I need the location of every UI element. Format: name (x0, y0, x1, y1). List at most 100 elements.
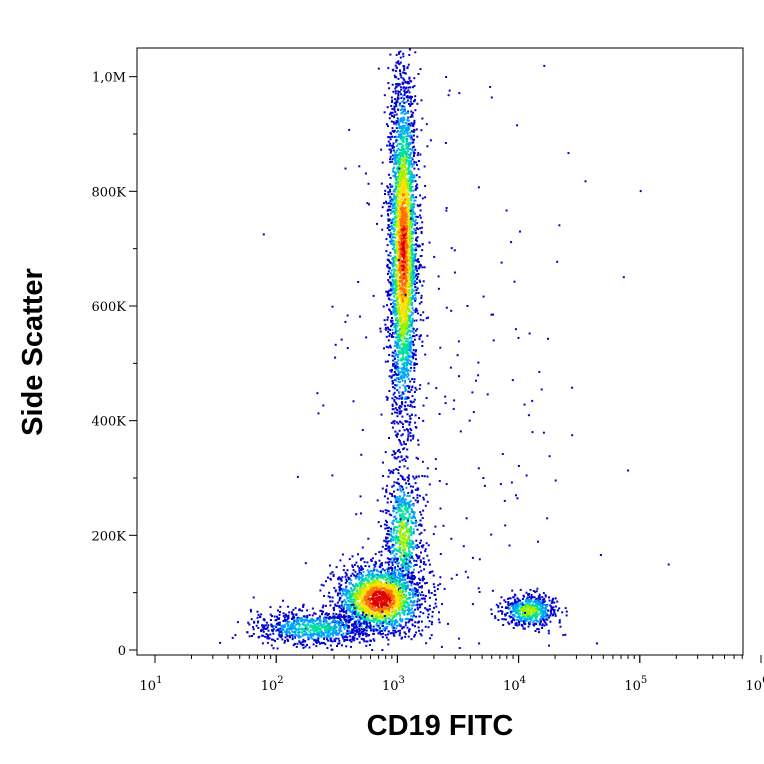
event-point (415, 349, 418, 352)
event-point (404, 248, 407, 251)
event-point (412, 206, 415, 208)
event-point (409, 169, 412, 172)
event-point (406, 448, 409, 451)
event-point (392, 374, 395, 377)
event-point (397, 376, 400, 379)
event-point (406, 210, 409, 212)
event-point (396, 211, 398, 214)
event-point (388, 298, 391, 301)
event-point (406, 315, 409, 318)
event-point (402, 578, 405, 581)
event-point (412, 295, 414, 297)
event-point (403, 310, 406, 313)
event-point (350, 611, 353, 613)
event-point (402, 126, 404, 128)
event-point (410, 508, 413, 510)
event-point (417, 261, 420, 263)
event-point (403, 241, 405, 244)
event-point (396, 289, 399, 291)
event-point (405, 509, 408, 512)
event-point (404, 228, 407, 231)
event-point (427, 626, 430, 629)
event-point (406, 337, 409, 340)
event-point (387, 328, 390, 331)
event-point (406, 283, 409, 286)
event-point (424, 600, 427, 603)
event-point (392, 539, 395, 542)
event-point (418, 599, 421, 602)
event-point (422, 594, 425, 597)
event-point (400, 108, 402, 111)
event-point (403, 113, 406, 116)
event-point (396, 225, 399, 228)
event-point (407, 110, 410, 113)
event-point (343, 599, 346, 602)
event-point (389, 158, 391, 161)
event-point (399, 183, 402, 185)
event-point (405, 95, 408, 98)
event-point (387, 279, 390, 282)
event-point (400, 421, 403, 424)
event-point (402, 537, 405, 540)
event-point (421, 221, 424, 224)
event-point (406, 152, 408, 155)
event-point (406, 202, 409, 205)
event-point (401, 534, 404, 537)
event-point (413, 160, 416, 163)
event-point (421, 544, 424, 547)
event-point (396, 83, 399, 86)
event-point (373, 617, 375, 620)
event-point (395, 206, 398, 209)
event-point (404, 531, 407, 534)
event-point (402, 312, 404, 315)
event-point (398, 332, 401, 334)
event-point (416, 244, 419, 247)
event-point (392, 393, 395, 396)
event-point (391, 317, 393, 319)
event-point (402, 351, 405, 354)
event-point (395, 549, 398, 552)
event-point (390, 238, 393, 241)
event-point (393, 453, 396, 456)
event-point (401, 173, 403, 175)
event-point (411, 624, 414, 627)
event-point (403, 97, 406, 100)
event-point (413, 363, 416, 366)
event-point (404, 315, 406, 318)
event-point (397, 196, 400, 199)
event-point (381, 617, 384, 620)
event-point (405, 160, 408, 162)
event-point (393, 270, 396, 273)
event-point (398, 90, 401, 93)
event-point (407, 337, 410, 340)
event-point (396, 320, 399, 323)
event-point (403, 429, 406, 432)
event-point (396, 199, 399, 202)
event-point (381, 613, 384, 616)
event-point (331, 571, 334, 574)
event-point (386, 509, 389, 512)
event-point (402, 189, 405, 191)
event-point (410, 276, 413, 279)
event-point (391, 546, 394, 549)
event-point (382, 305, 385, 308)
event-point (425, 123, 428, 126)
event-point (397, 510, 400, 513)
event-point (426, 334, 429, 337)
event-point (392, 199, 395, 202)
event-point (392, 243, 395, 246)
event-point (401, 253, 404, 256)
event-point (388, 308, 391, 311)
event-point (393, 273, 396, 276)
event-point (411, 301, 414, 304)
event-point (412, 528, 415, 531)
event-point (404, 302, 407, 305)
event-point (391, 557, 394, 560)
event-point (401, 391, 404, 394)
event-point (420, 561, 422, 563)
event-point (389, 283, 392, 286)
event-point (381, 622, 384, 625)
event-point (402, 576, 404, 579)
event-point (393, 244, 396, 247)
event-point (389, 236, 392, 239)
